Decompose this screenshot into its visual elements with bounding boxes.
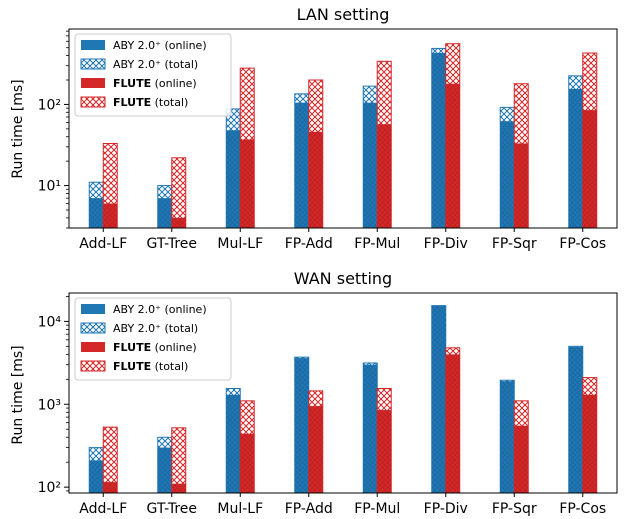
wan-ytick-label: 10⁴ <box>38 314 62 330</box>
wan-xtick-label-gt-tree: GT-Tree <box>146 501 197 517</box>
wan-yticks: 10² 10³ 10⁴ <box>38 296 69 496</box>
wan-bar-aby-online-texture-fp-sqr <box>500 381 515 493</box>
wan-xtick-label-fp-add: FP-Add <box>285 501 333 517</box>
wan-bar-aby-online-texture-add-lf <box>89 460 104 493</box>
lan-legend-aby-total: ABY 2.0⁺ (total) <box>113 58 198 71</box>
wan-xtick-label-fp-sqr: FP-Sqr <box>492 501 537 517</box>
lan-ytick-label: 10² <box>38 97 61 113</box>
lan-bar-aby-online-texture-add-lf <box>89 198 104 228</box>
lan-bar-flute-online-texture-mul-lf <box>240 139 255 228</box>
wan-legend-flute-total-bold: FLUTE <box>113 360 151 373</box>
lan-legend-box <box>74 33 232 117</box>
wan-panel: WAN setting Run time [ms] 10² 10³ 10⁴ Add-… <box>10 269 618 517</box>
lan-bar-flute-online-texture-fp-div <box>445 83 460 228</box>
wan-xtick-label-add-lf: Add-LF <box>79 501 127 517</box>
lan-xtick-label-mul-lf: Mul-LF <box>217 236 263 252</box>
wan-bar-aby-online-texture-mul-lf <box>226 394 241 493</box>
wan-title: WAN setting <box>294 269 392 288</box>
lan-bar-flute-online-texture-fp-mul <box>377 124 392 228</box>
lan-legend-swatch-aby-online <box>81 40 105 50</box>
lan-plot-frame <box>68 28 618 229</box>
lan-legend-flute-online-bold: FLUTE <box>113 77 151 90</box>
wan-legend-swatch-aby-total <box>80 322 106 334</box>
wan-ytick-label: 10³ <box>38 397 61 413</box>
wan-plot-frame <box>68 292 618 494</box>
lan-bar-flute-online-texture-fp-sqr <box>514 143 529 228</box>
wan-legend-swatch-flute-online <box>81 342 105 352</box>
wan-bar-flute-total-gt-tree <box>171 427 187 494</box>
wan-legend-aby-total: ABY 2.0⁺ (total) <box>113 322 198 335</box>
lan-legend-flute-total-rest: (total) <box>151 96 188 109</box>
wan-bar-flute-online-texture-fp-mul <box>377 410 392 493</box>
lan-bar-flute-online-texture-fp-cos <box>582 110 597 228</box>
lan-legend-swatch-aby-total <box>80 58 106 70</box>
lan-legend: ABY 2.0⁺ (online) ABY 2.0⁺ (total) FLUTE… <box>74 33 232 117</box>
wan-xtick-label-fp-mul: FP-Mul <box>354 501 400 517</box>
wan-xtick-label-mul-lf: Mul-LF <box>217 501 263 517</box>
wan-legend-flute-online-bold: FLUTE <box>113 341 151 354</box>
lan-legend-flute-online: FLUTE (online) <box>113 77 197 90</box>
wan-xtick-label-fp-div: FP-Div <box>424 501 468 517</box>
wan-legend-flute-online-rest: (online) <box>151 341 197 354</box>
lan-xtick-label-fp-add: FP-Add <box>285 236 333 252</box>
wan-legend: ABY 2.0⁺ (online) ABY 2.0⁺ (total) FLUTE… <box>74 297 232 381</box>
lan-bar-flute-online-texture-fp-add <box>308 131 323 228</box>
wan-ylabel: Run time [ms] <box>10 345 26 444</box>
wan-bar-aby-online-texture-fp-mul <box>363 364 378 493</box>
lan-bar-aby-online-texture-fp-add <box>294 102 309 228</box>
lan-bar-aby-online-texture-fp-cos <box>568 88 583 228</box>
wan-legend-flute-total: FLUTE (total) <box>113 360 188 373</box>
lan-xtick-label-fp-sqr: FP-Sqr <box>492 236 537 252</box>
lan-legend-aby-online: ABY 2.0⁺ (online) <box>113 39 207 52</box>
lan-xtick-label-add-lf: Add-LF <box>79 236 127 252</box>
lan-xtick-label-fp-div: FP-Div <box>424 236 468 252</box>
wan-bar-aby-online-texture-fp-add <box>294 358 309 493</box>
wan-legend-flute-online: FLUTE (online) <box>113 341 197 354</box>
lan-ylabel: Run time [ms] <box>10 79 26 178</box>
lan-bars <box>88 43 598 229</box>
wan-legend-swatch-flute-total <box>80 360 106 372</box>
wan-bar-flute-online-texture-gt-tree <box>171 483 186 493</box>
lan-bar-aby-online-texture-fp-div <box>431 53 446 229</box>
lan-bar-flute-online-texture-gt-tree <box>171 217 186 228</box>
wan-legend-flute-total-rest: (total) <box>151 360 188 373</box>
lan-bar-aby-online-texture-fp-mul <box>363 102 378 228</box>
lan-xticks: Add-LF GT-Tree Mul-LF FP-Add FP-Mul FP-Div FP-… <box>79 228 606 252</box>
wan-bar-flute-online-texture-fp-sqr <box>514 425 529 493</box>
wan-bar-flute-online-texture-fp-div <box>445 354 460 493</box>
lan-panel: LAN setting Run time [ms] 10¹ 10² Add-LF G… <box>10 5 618 252</box>
wan-legend-swatch-aby-online <box>81 304 105 314</box>
wan-xtick-label-fp-cos: FP-Cos <box>559 501 606 517</box>
lan-bar-flute-online-texture-add-lf <box>103 203 118 228</box>
wan-bar-aby-online-texture-gt-tree <box>157 447 172 493</box>
wan-bar-flute-online-texture-fp-add <box>308 406 323 493</box>
lan-bar-aby-online-texture-fp-sqr <box>500 121 515 228</box>
lan-bar-flute-total-gt-tree <box>171 157 187 229</box>
lan-bar-aby-online-texture-gt-tree <box>157 198 172 228</box>
lan-title: LAN setting <box>297 5 390 24</box>
wan-bar-flute-online-texture-mul-lf <box>240 433 255 493</box>
wan-legend-box <box>74 297 232 381</box>
lan-legend-swatch-flute-total <box>80 96 106 108</box>
lan-xtick-label-gt-tree: GT-Tree <box>146 236 197 252</box>
wan-bar-flute-online-texture-fp-cos <box>582 394 597 493</box>
wan-legend-aby-online: ABY 2.0⁺ (online) <box>113 303 207 316</box>
lan-legend-swatch-flute-online <box>81 78 105 88</box>
lan-xtick-label-fp-mul: FP-Mul <box>354 236 400 252</box>
wan-xticks: Add-LF GT-Tree Mul-LF FP-Add FP-Mul FP-Div FP-… <box>79 493 606 517</box>
lan-legend-flute-total-bold: FLUTE <box>113 96 151 109</box>
lan-legend-flute-online-rest: (online) <box>151 77 197 90</box>
lan-xtick-label-fp-cos: FP-Cos <box>559 236 606 252</box>
wan-bar-aby-online-texture-fp-div <box>431 305 446 493</box>
wan-bar-flute-online-texture-add-lf <box>103 482 118 493</box>
lan-bar-aby-online-texture-mul-lf <box>226 130 241 228</box>
lan-legend-flute-total: FLUTE (total) <box>113 96 188 109</box>
lan-yticks: 10¹ 10² <box>38 30 69 229</box>
wan-ytick-label: 10² <box>38 480 61 496</box>
wan-bar-aby-online-texture-fp-cos <box>568 347 583 493</box>
lan-ytick-label: 10¹ <box>38 179 61 195</box>
